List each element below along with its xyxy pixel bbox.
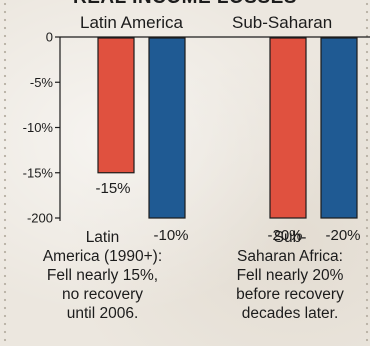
note-line: no recovery bbox=[62, 286, 143, 303]
bar-0-0 bbox=[97, 37, 135, 174]
data-label: -10% bbox=[153, 227, 188, 244]
chart-title: REAL INCOME LOSSES bbox=[0, 0, 370, 9]
bar-1-1 bbox=[320, 37, 358, 219]
bar-1-0 bbox=[269, 37, 307, 219]
region-title-sub-saharan: Sub-Saharan bbox=[232, 13, 333, 32]
note-line: Latin bbox=[85, 229, 120, 246]
note-line: before recovery bbox=[236, 286, 344, 303]
note-latin-america: Latin America (1990+): Fell nearly 15%, … bbox=[25, 228, 180, 323]
note-sub-saharan: Sub- Saharan Africa: Fell nearly 20% bef… bbox=[212, 228, 368, 323]
dotted-border-right bbox=[364, 0, 370, 346]
note-line: Fell nearly 20% bbox=[236, 267, 344, 284]
y-tick-label: -10% bbox=[23, 120, 54, 135]
data-label: -15% bbox=[95, 180, 130, 197]
note-line: America (1990+): bbox=[42, 248, 163, 265]
note-line: Fell nearly 15%, bbox=[46, 267, 159, 284]
note-line: decades later. bbox=[241, 305, 339, 322]
note-line: Saharan Africa: bbox=[237, 248, 343, 265]
region-title-latin-america: Latin America bbox=[80, 13, 183, 32]
y-tick-label: -5% bbox=[30, 75, 54, 90]
y-tick-label: -200 bbox=[27, 211, 53, 226]
note-line: until 2006. bbox=[66, 305, 139, 322]
note-line: Sub- bbox=[273, 229, 307, 246]
y-tick-label: 0 bbox=[46, 30, 53, 45]
bar-0-1 bbox=[148, 37, 186, 219]
dotted-border-left bbox=[2, 0, 8, 346]
data-label: -20% bbox=[325, 227, 360, 244]
y-tick-label: -15% bbox=[23, 165, 54, 180]
data-label: -20% bbox=[267, 227, 302, 244]
